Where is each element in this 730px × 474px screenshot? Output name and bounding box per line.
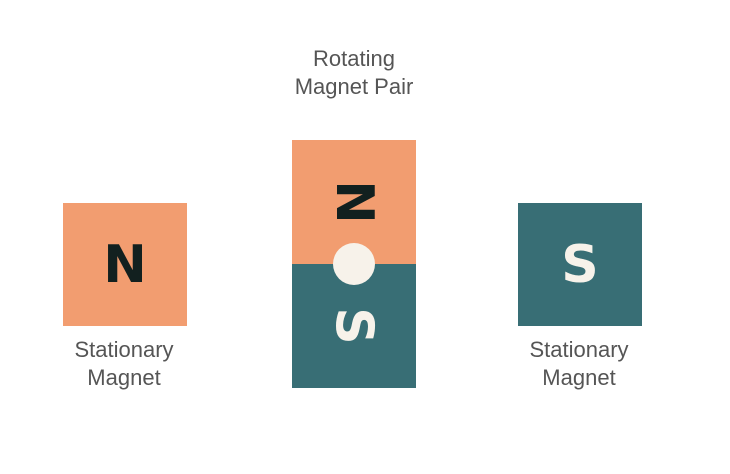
- stationary-magnet-left: N: [63, 203, 187, 326]
- left-magnet-caption: Stationary Magnet: [42, 336, 206, 392]
- rotating-magnet-pair-caption: Rotating Magnet Pair: [254, 45, 454, 101]
- stationary-magnet-right: S: [518, 203, 642, 326]
- right-magnet-pole-label: S: [561, 234, 599, 295]
- rotating-caption-line2: Magnet Pair: [294, 74, 414, 99]
- right-caption-line2: Magnet: [542, 365, 616, 390]
- left-magnet-pole-label: N: [103, 234, 147, 295]
- rotating-bottom-pole-label: S: [323, 307, 384, 345]
- left-caption-line1: Stationary: [74, 337, 174, 362]
- left-caption-line2: Magnet: [87, 365, 161, 390]
- rotating-caption-line1: Rotating: [313, 46, 395, 71]
- rotating-top-pole-label: N: [324, 180, 384, 224]
- pivot-point: [333, 243, 375, 285]
- right-magnet-caption: Stationary Magnet: [497, 336, 661, 392]
- right-caption-line1: Stationary: [529, 337, 629, 362]
